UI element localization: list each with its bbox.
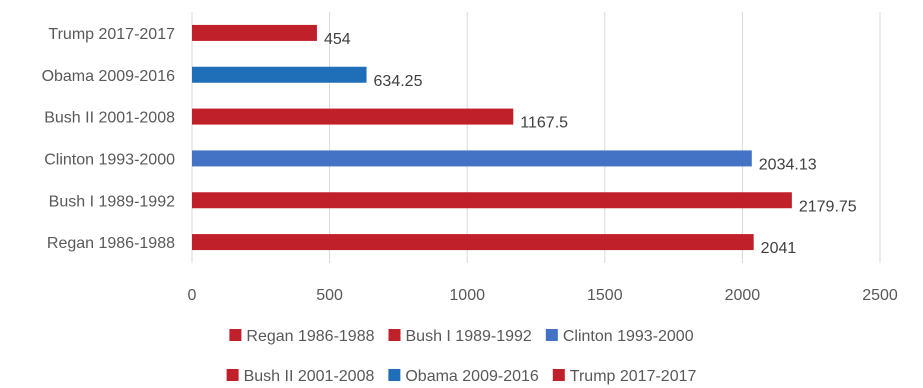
legend-item-bush-ii-2001-2008: Bush II 2001-2008 xyxy=(226,368,375,385)
data-label: 634.25 xyxy=(374,73,423,90)
bars xyxy=(192,24,792,251)
bar-bush-i-1989-1992 xyxy=(192,192,792,209)
legend-item-bush-i-1989-1992: Bush I 1989-1992 xyxy=(388,328,532,345)
category-label: Trump 2017-2017 xyxy=(48,26,175,43)
data-label: 2179.75 xyxy=(799,198,857,215)
bar-regan-1986-1988 xyxy=(192,234,754,251)
bar-obama-2009-2016 xyxy=(192,66,367,83)
legend-item-obama-2009-2016: Obama 2009-2016 xyxy=(388,368,539,385)
data-labels: 2041 2179.75 2034.13 1167.5 634.25 454 xyxy=(324,31,857,257)
x-axis-tick-labels: 0 500 1000 1500 2000 2500 xyxy=(188,287,898,304)
bar-clinton-1993-2000 xyxy=(192,150,752,167)
legend-item-regan-1986-1988: Regan 1986-1988 xyxy=(229,328,375,345)
legend-label: Clinton 1993-2000 xyxy=(563,328,694,345)
gridlines xyxy=(191,12,881,263)
category-label: Bush II 2001-2008 xyxy=(44,110,175,127)
bar-trump-2017-2017 xyxy=(192,24,317,41)
legend-label: Regan 1986-1988 xyxy=(246,328,374,345)
legend-label: Bush II 2001-2008 xyxy=(244,368,375,385)
legend-swatch xyxy=(388,329,401,341)
data-label: 2034.13 xyxy=(759,156,817,173)
category-label: Clinton 1993-2000 xyxy=(44,151,175,168)
legend: Regan 1986-1988 Bush I 1989-1992 Clinton 1… xyxy=(226,328,697,385)
category-label: Regan 1986-1988 xyxy=(47,235,175,252)
legend-item-clinton-1993-2000: Clinton 1993-2000 xyxy=(545,328,694,345)
x-tick-label: 1000 xyxy=(449,287,485,304)
legend-swatch xyxy=(226,369,239,381)
x-tick-label: 2500 xyxy=(862,287,898,304)
data-label: 454 xyxy=(324,31,351,48)
legend-item-trump-2017-2017: Trump 2017-2017 xyxy=(552,368,697,385)
legend-swatch xyxy=(229,329,242,341)
legend-swatch xyxy=(388,369,401,381)
legend-swatch xyxy=(552,369,565,381)
x-tick-label: 0 xyxy=(188,287,197,304)
legend-label: Trump 2017-2017 xyxy=(570,368,697,385)
category-labels: Regan 1986-1988 Bush I 1989-1992 Clinton 1… xyxy=(42,26,176,252)
data-label: 2041 xyxy=(761,240,797,257)
x-tick-label: 1500 xyxy=(587,287,623,304)
legend-swatch xyxy=(545,329,558,341)
legend-label: Obama 2009-2016 xyxy=(405,368,539,385)
category-label: Obama 2009-2016 xyxy=(42,68,176,85)
x-tick-label: 2000 xyxy=(725,287,761,304)
category-label: Bush I 1989-1992 xyxy=(49,193,175,210)
bar-bush-ii-2001-2008 xyxy=(192,108,514,125)
legend-label: Bush I 1989-1992 xyxy=(406,328,532,345)
data-label: 1167.5 xyxy=(520,115,568,132)
x-tick-label: 500 xyxy=(316,287,343,304)
